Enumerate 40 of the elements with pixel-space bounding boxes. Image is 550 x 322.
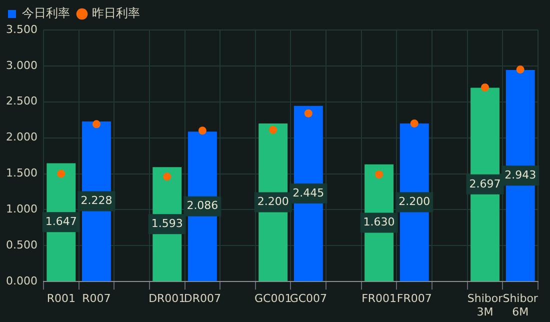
point [516,66,524,74]
data-label: 2.697 [469,177,501,190]
y-tick-label: 3.500 [6,22,38,36]
x-tick-label: Shibor 3M [467,292,504,318]
x-tick-label: GC001 [254,292,292,306]
data-label: 2.943 [504,168,536,182]
point [92,120,100,128]
x-tick-label: DR007 [184,292,221,306]
legend-label: 今日利率 [22,6,70,20]
data-label: 2.086 [186,199,218,212]
legend-label: 昨日利率 [92,6,140,20]
data-label: 2.200 [257,195,289,208]
y-tick-label: 2.000 [6,130,38,144]
point [375,170,384,178]
data-label: 1.593 [151,216,183,230]
point [198,126,206,135]
point [57,170,66,178]
x-tick-label: GC007 [290,292,328,306]
y-tick-label: 1.500 [6,166,38,180]
x-tick-label: FR007 [396,292,432,306]
y-tick-label: 0.000 [6,274,38,288]
data-label: 2.228 [80,194,112,208]
x-tick-label: DR001 [148,292,186,306]
point [269,126,278,134]
data-label: 1.630 [363,216,395,229]
y-tick-label: 3.000 [6,58,38,72]
y-tick-label: 0.500 [6,238,38,252]
point [410,119,418,128]
y-tick-label: 1.000 [6,202,38,216]
point [163,172,172,181]
x-tick-label: R007 [82,292,111,306]
x-tick-label: FR001 [362,292,397,306]
data-label: 2.445 [292,186,324,200]
point [481,84,490,92]
x-tick-label: R001 [46,292,76,306]
point [304,109,312,118]
data-label: 2.200 [398,195,430,208]
data-label: 1.647 [45,215,77,228]
y-tick-label: 2.500 [6,94,38,108]
x-tick-label: Shibor 6M [502,292,538,318]
